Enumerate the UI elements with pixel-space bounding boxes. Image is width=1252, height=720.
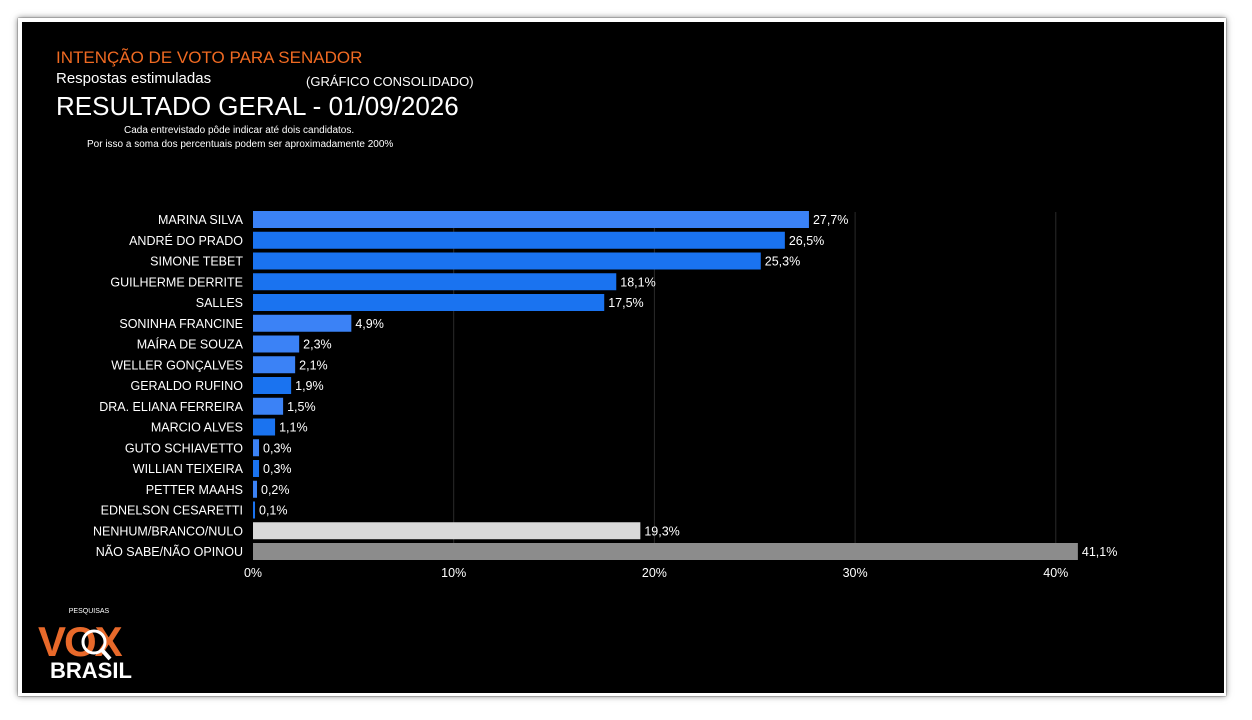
bar bbox=[253, 439, 260, 457]
category-label: SIMONE TEBET bbox=[150, 255, 243, 269]
value-label: 2,1% bbox=[299, 358, 328, 372]
category-label: NENHUM/BRANCO/NULO bbox=[93, 524, 243, 538]
bar-chart: MARINA SILVA 27,7% ANDRÉ DO PRADO 26,5% SIMO… bbox=[93, 211, 1117, 580]
category-label: DRA. ELIANA FERREIRA bbox=[99, 400, 243, 414]
x-tick-label: 0% bbox=[244, 566, 262, 580]
bar bbox=[253, 252, 761, 270]
value-label: 1,5% bbox=[287, 400, 316, 414]
category-label: ANDRÉ DO PRADO bbox=[129, 233, 243, 248]
magnifier-icon bbox=[81, 629, 107, 655]
bar bbox=[253, 480, 258, 498]
note-line-2: Por isso a soma dos percentuais podem se… bbox=[87, 139, 394, 150]
x-tick-label: 40% bbox=[1043, 566, 1068, 580]
bar bbox=[253, 543, 1078, 560]
value-label: 0,3% bbox=[263, 462, 292, 476]
value-label: 27,7% bbox=[813, 213, 848, 227]
category-label: WELLER GONÇALVES bbox=[111, 358, 243, 372]
x-tick-label: 10% bbox=[441, 566, 466, 580]
category-label: GUILHERME DERRITE bbox=[110, 275, 243, 289]
bar bbox=[253, 335, 300, 353]
bar bbox=[253, 273, 617, 291]
value-label: 0,1% bbox=[259, 504, 288, 518]
category-label: NÃO SABE/NÃO OPINOU bbox=[96, 545, 243, 559]
bar bbox=[253, 314, 352, 332]
category-label: GUTO SCHIAVETTO bbox=[125, 441, 243, 455]
consolidated-label: (GRÁFICO CONSOLIDADO) bbox=[306, 74, 474, 89]
bar bbox=[253, 460, 260, 477]
bar bbox=[253, 231, 785, 249]
logo-pesquisas-text: PESQUISAS bbox=[69, 608, 110, 615]
headline: INTENÇÃO DE VOTO PARA SENADOR bbox=[56, 48, 363, 67]
x-tick-label: 20% bbox=[642, 566, 667, 580]
category-label: MAÍRA DE SOUZA bbox=[137, 337, 244, 352]
category-label: PETTER MAAHS bbox=[146, 483, 243, 497]
bar bbox=[253, 294, 605, 311]
category-label: GERALDO RUFINO bbox=[130, 379, 243, 393]
value-label: 25,3% bbox=[765, 255, 800, 269]
bar bbox=[253, 356, 296, 374]
category-label: MARINA SILVA bbox=[158, 213, 244, 227]
bar bbox=[253, 211, 809, 228]
value-label: 4,9% bbox=[355, 317, 384, 331]
value-label: 17,5% bbox=[608, 296, 643, 310]
magnifier-handle-icon bbox=[100, 648, 112, 661]
category-label: SONINHA FRANCINE bbox=[119, 317, 243, 331]
value-label: 19,3% bbox=[644, 524, 679, 538]
bar bbox=[253, 501, 256, 519]
category-label: WILLIAN TEIXEIRA bbox=[133, 462, 244, 476]
value-label: 0,3% bbox=[263, 441, 292, 455]
subtitle: Respostas estimuladas bbox=[56, 70, 212, 87]
value-label: 26,5% bbox=[789, 234, 824, 248]
value-label: 41,1% bbox=[1082, 545, 1117, 559]
bar bbox=[253, 522, 641, 540]
category-label: EDNELSON CESARETTI bbox=[101, 504, 243, 518]
value-label: 0,2% bbox=[261, 483, 290, 497]
value-label: 2,3% bbox=[303, 338, 332, 352]
bar bbox=[253, 397, 284, 415]
page-title: RESULTADO GERAL - 01/09/2026 bbox=[56, 91, 459, 121]
x-tick-label: 30% bbox=[843, 566, 868, 580]
note-line-1: Cada entrevistado pôde indicar até dois … bbox=[124, 125, 355, 136]
category-label: MARCIO ALVES bbox=[151, 421, 243, 435]
vox-brasil-logo: PESQUISAS VOX BRASIL bbox=[38, 608, 132, 683]
chart-panel: INTENÇÃO DE VOTO PARA SENADOR Respostas … bbox=[22, 22, 1224, 693]
bar bbox=[253, 377, 292, 394]
bar bbox=[253, 418, 276, 436]
category-label: SALLES bbox=[196, 296, 243, 310]
value-label: 18,1% bbox=[620, 275, 655, 289]
value-label: 1,9% bbox=[295, 379, 324, 393]
value-label: 1,1% bbox=[279, 421, 308, 435]
logo-brasil-text: BRASIL bbox=[50, 658, 132, 683]
